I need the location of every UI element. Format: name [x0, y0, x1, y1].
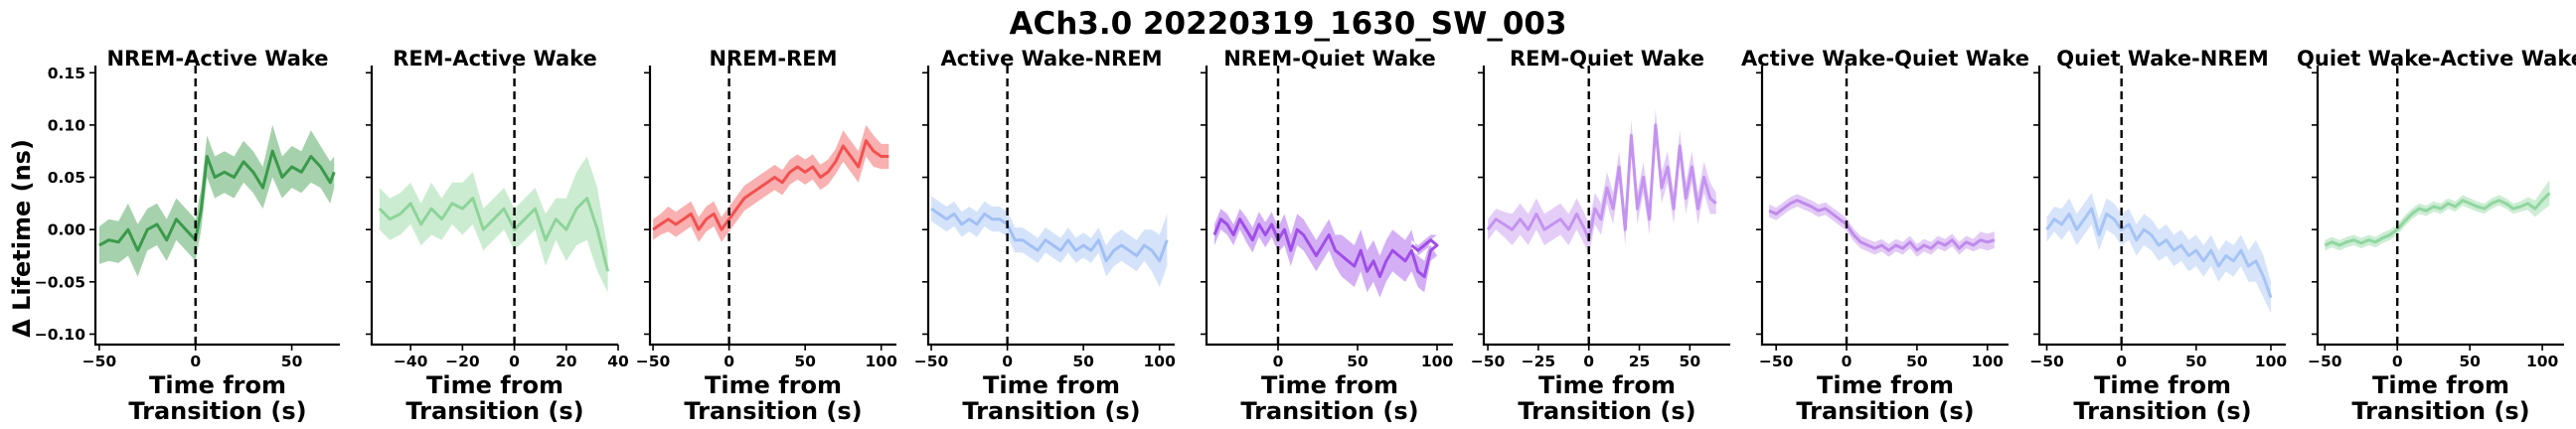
x-axis-label: Time from Transition (s)	[2351, 371, 2529, 425]
x-tick-label: −50	[1759, 353, 1794, 370]
x-tick-label: 50	[281, 353, 303, 370]
panel-title: REM-Quiet Wake	[1510, 47, 1704, 71]
x-tick-label: 50	[1347, 353, 1368, 370]
y-tick-label: −0.10	[35, 326, 85, 344]
x-tick-label: 0	[2392, 353, 2403, 370]
x-axis-label: Time from Transition (s)	[1518, 371, 1695, 425]
x-tick-label: 20	[556, 353, 577, 370]
x-tick-label: 100	[866, 353, 898, 370]
axis-spines	[1205, 66, 1453, 347]
x-tick-label: 0	[2116, 353, 2127, 370]
x-axis-label: Time from Transition (s)	[2073, 371, 2251, 425]
x-tick-label: 0	[1583, 353, 1594, 370]
series-mean-line	[378, 197, 610, 272]
axis-spines	[370, 66, 618, 347]
x-tick-label: 100	[2255, 353, 2288, 370]
x-tick-label: 50	[1680, 353, 1701, 370]
x-tick-label: −20	[445, 353, 480, 370]
panel-title: NREM-REM	[709, 47, 837, 71]
series-error-band	[2325, 180, 2550, 251]
x-tick-label: 0	[509, 353, 520, 370]
x-axis-label: Time from Transition (s)	[405, 371, 583, 425]
series-mean-line	[1768, 199, 1996, 252]
panel-title: REM-Active Wake	[393, 47, 597, 71]
figure-title: ACh3.0 20220319_1630_SW_003	[1009, 6, 1566, 42]
y-tick-label: 0.15	[48, 65, 85, 82]
x-tick-label: −50	[2308, 353, 2342, 370]
x-tick-label: −50	[82, 353, 117, 370]
x-tick-label: 0	[724, 353, 734, 370]
x-axis-label: Time from Transition (s)	[684, 371, 862, 425]
axis-spines	[1482, 66, 1730, 347]
x-tick-label: 50	[1072, 353, 1094, 370]
panel-2: REM-Active Wake −40 −20 0 20 40 Time from Trans…	[366, 47, 629, 425]
series-error-band	[379, 156, 608, 293]
panel-title: Active Wake-NREM	[940, 47, 1162, 71]
series-mean-line	[98, 149, 336, 252]
series-error-band	[98, 124, 335, 277]
series-mean-line	[2324, 192, 2551, 247]
x-axis-label: Time from Transition (s)	[1796, 371, 1974, 425]
x-tick-label: 0	[1273, 353, 1284, 370]
x-tick-label: −50	[2029, 353, 2064, 370]
panel-title: Active Wake-Quiet Wake	[1741, 47, 2029, 71]
panel-title: Quiet Wake-NREM	[2056, 47, 2269, 71]
x-tick-label: −50	[1471, 353, 1506, 370]
axis-spines	[2316, 66, 2564, 347]
y-tick-label: 0.05	[48, 169, 85, 187]
series-mean-line	[930, 207, 1169, 263]
x-tick-label: 100	[1972, 353, 2005, 370]
panel-1: NREM-Active Wake −0.10 −0.05 0.00 0.05 0.10 0.…	[35, 47, 340, 425]
x-axis-label: Time from Transition (s)	[962, 371, 1140, 425]
series-error-band	[1488, 109, 1716, 256]
x-tick-label: −50	[636, 353, 671, 370]
x-tick-label: 0	[190, 353, 201, 370]
x-tick-label: 50	[1906, 353, 1928, 370]
series-mean-line	[652, 139, 889, 231]
series-mean-line	[2045, 207, 2273, 299]
x-tick-label: 100	[1144, 353, 1177, 370]
panel-title: NREM-Quiet Wake	[1223, 47, 1436, 71]
axis-spines	[1760, 66, 2009, 347]
x-tick-label: 100	[1421, 353, 1454, 370]
x-tick-label: 100	[2526, 353, 2559, 370]
x-tick-label: 0	[1842, 353, 1852, 370]
panel-title: NREM-Active Wake	[106, 47, 328, 71]
x-tick-label: 50	[2459, 353, 2481, 370]
x-tick-label: 40	[607, 353, 629, 370]
x-axis-label: Time from Transition (s)	[1240, 371, 1418, 425]
y-tick-label: −0.05	[35, 273, 85, 291]
panel-title: Quiet Wake-Active Wake	[2297, 47, 2576, 71]
x-tick-label: 50	[794, 353, 816, 370]
series-error-band	[1214, 209, 1437, 298]
x-tick-label: 25	[1629, 353, 1651, 370]
series-mean-line	[1486, 123, 1717, 242]
x-tick-label: −40	[394, 353, 428, 370]
x-tick-label: 50	[2185, 353, 2207, 370]
axis-spines	[648, 66, 896, 347]
axis-spines	[93, 66, 340, 347]
series-error-band	[653, 124, 889, 242]
series-error-band	[2046, 193, 2271, 314]
x-tick-label: −25	[1522, 353, 1556, 370]
x-axis-label: Time from Transition (s)	[128, 371, 306, 425]
series-mean-line	[1212, 217, 1439, 279]
panels-container: NREM-Active Wake −0.10 −0.05 0.00 0.05 0.10 0.…	[35, 47, 2576, 425]
axis-spines	[2037, 66, 2286, 347]
x-tick-label: −50	[914, 353, 949, 370]
y-tick-label: 0.10	[48, 116, 85, 134]
axis-spines	[926, 66, 1175, 347]
y-axis-label: Δ Lifetime (ns)	[8, 139, 36, 338]
x-tick-label: 0	[1002, 353, 1013, 370]
y-tick-label: 0.00	[48, 221, 85, 239]
